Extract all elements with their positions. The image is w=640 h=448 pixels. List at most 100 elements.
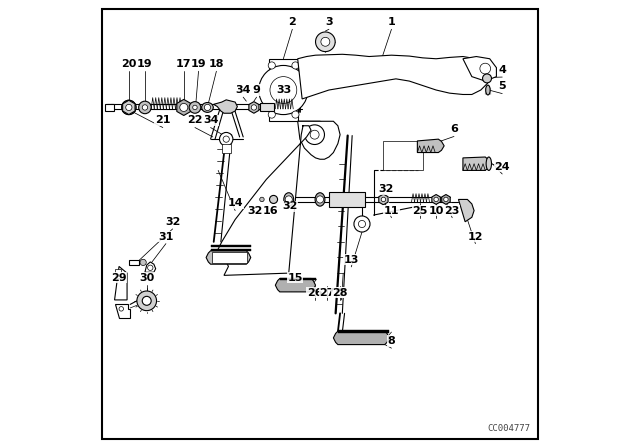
Polygon shape [145,262,156,272]
Polygon shape [417,139,444,152]
Ellipse shape [315,193,325,206]
Ellipse shape [486,85,490,95]
Circle shape [268,62,275,69]
Polygon shape [129,260,139,265]
Text: 34: 34 [203,116,218,125]
Circle shape [381,197,386,202]
Circle shape [122,100,136,115]
Circle shape [137,291,157,310]
Circle shape [285,196,292,203]
Circle shape [193,105,197,110]
Text: 18: 18 [209,59,224,69]
Polygon shape [432,194,440,204]
Circle shape [268,111,275,118]
Circle shape [142,105,148,110]
Polygon shape [115,304,130,318]
Polygon shape [275,279,316,292]
Polygon shape [221,144,230,152]
Text: 24: 24 [495,162,510,172]
Polygon shape [214,100,237,113]
Text: 32: 32 [378,184,394,194]
Text: 19: 19 [191,59,206,69]
Polygon shape [298,121,340,159]
Polygon shape [329,192,365,207]
Text: 10: 10 [428,206,444,215]
Circle shape [305,125,324,145]
Circle shape [148,265,153,271]
Circle shape [292,62,299,69]
Text: 23: 23 [445,206,460,215]
Text: 2: 2 [289,17,296,27]
Polygon shape [458,199,474,222]
Text: 12: 12 [468,232,483,241]
Circle shape [189,102,201,113]
Circle shape [259,65,308,115]
Polygon shape [269,59,298,121]
Text: 5: 5 [499,82,506,91]
Text: 9: 9 [253,85,260,95]
Circle shape [252,105,257,110]
Circle shape [444,197,448,202]
Ellipse shape [284,193,294,206]
Circle shape [220,133,233,146]
Ellipse shape [202,103,213,112]
Circle shape [260,197,264,202]
Polygon shape [177,99,191,116]
Circle shape [483,74,492,83]
Polygon shape [217,126,311,276]
Text: 34: 34 [236,85,251,95]
Text: 16: 16 [263,206,278,215]
Polygon shape [260,103,273,112]
Circle shape [204,104,211,111]
Polygon shape [379,194,388,205]
Circle shape [321,37,330,46]
Text: 30: 30 [139,272,154,283]
Text: 11: 11 [384,206,399,215]
Circle shape [269,195,278,203]
Text: 29: 29 [111,272,127,283]
Polygon shape [206,251,251,264]
Polygon shape [212,252,247,263]
Polygon shape [463,56,497,81]
Text: 4: 4 [499,65,506,75]
Circle shape [316,32,335,52]
Polygon shape [115,269,121,278]
Text: 22: 22 [187,116,203,125]
Text: 32: 32 [282,201,298,211]
Text: 19: 19 [137,59,153,69]
Circle shape [354,216,370,232]
Polygon shape [442,194,450,204]
Circle shape [480,63,491,74]
Circle shape [139,101,151,114]
Text: 7: 7 [337,288,346,298]
Circle shape [125,104,132,111]
Circle shape [223,136,229,142]
Polygon shape [298,121,331,137]
Ellipse shape [486,157,492,170]
Text: 14: 14 [227,198,243,208]
Circle shape [119,306,124,311]
Text: 15: 15 [287,272,303,283]
Circle shape [122,100,136,115]
Text: 1: 1 [388,17,396,27]
Text: 32: 32 [248,206,263,215]
Bar [105,104,114,112]
Polygon shape [249,102,259,113]
Text: 13: 13 [344,255,359,265]
Text: 17: 17 [176,59,191,69]
Polygon shape [211,245,251,247]
Text: 32: 32 [165,217,180,227]
Polygon shape [280,278,316,280]
Circle shape [434,197,438,202]
Text: 3: 3 [325,17,333,27]
Circle shape [358,220,365,228]
Polygon shape [333,331,389,345]
Circle shape [316,196,324,203]
Text: 33: 33 [276,85,292,95]
Polygon shape [298,54,490,99]
Text: CC004777: CC004777 [488,424,531,433]
Circle shape [125,104,132,111]
Circle shape [142,296,151,305]
Text: 28: 28 [332,288,348,298]
Circle shape [270,77,297,103]
